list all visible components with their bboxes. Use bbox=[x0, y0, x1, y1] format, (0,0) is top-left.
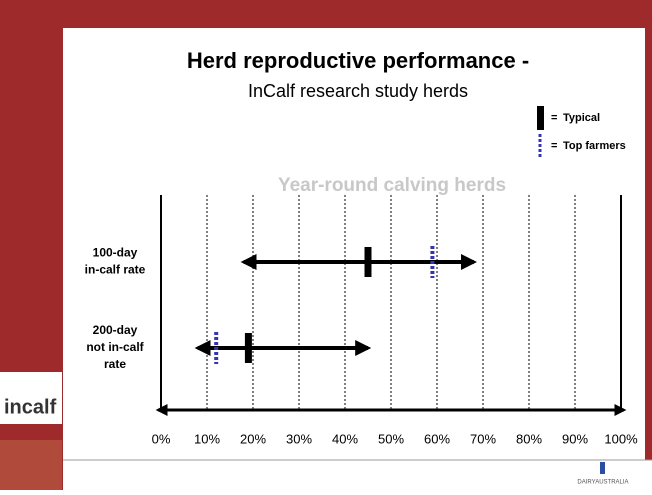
x-tick-label: 40% bbox=[332, 431, 358, 446]
category-label: rate bbox=[104, 357, 126, 371]
footer-band bbox=[63, 460, 652, 490]
legend-swatch bbox=[537, 106, 544, 130]
legend-separator: = bbox=[551, 112, 557, 124]
legend-label: Top farmers bbox=[563, 140, 626, 152]
legend-separator: = bbox=[551, 140, 557, 152]
left-logo: incalf bbox=[4, 396, 57, 418]
slide: incalf DAIRYAUSTRALIA Herd reproductive … bbox=[0, 0, 652, 490]
x-tick-label: 50% bbox=[378, 431, 404, 446]
right-logo-icon bbox=[600, 462, 605, 474]
left-image bbox=[0, 440, 62, 490]
annotation: Year-round calving herds bbox=[278, 175, 506, 196]
category-label: 200-day bbox=[93, 323, 138, 337]
x-tick-label: 100% bbox=[604, 431, 638, 446]
x-tick-label: 30% bbox=[286, 431, 312, 446]
typical-marker bbox=[365, 247, 372, 277]
x-tick-label: 90% bbox=[562, 431, 588, 446]
category-label: not in-calf bbox=[86, 340, 144, 354]
right-logo: DAIRYAUSTRALIA bbox=[577, 480, 628, 486]
x-tick-label: 0% bbox=[152, 431, 171, 446]
chart-title: Herd reproductive performance - bbox=[187, 48, 529, 73]
x-tick-label: 60% bbox=[424, 431, 450, 446]
x-tick-label: 20% bbox=[240, 431, 266, 446]
x-tick-label: 10% bbox=[194, 431, 220, 446]
category-label: 100-day bbox=[93, 246, 138, 260]
x-tick-label: 80% bbox=[516, 431, 542, 446]
category-label: in-calf rate bbox=[85, 263, 146, 277]
chart-subtitle: InCalf research study herds bbox=[248, 81, 468, 101]
x-tick-label: 70% bbox=[470, 431, 496, 446]
typical-marker bbox=[245, 333, 252, 363]
legend-label: Typical bbox=[563, 112, 600, 124]
